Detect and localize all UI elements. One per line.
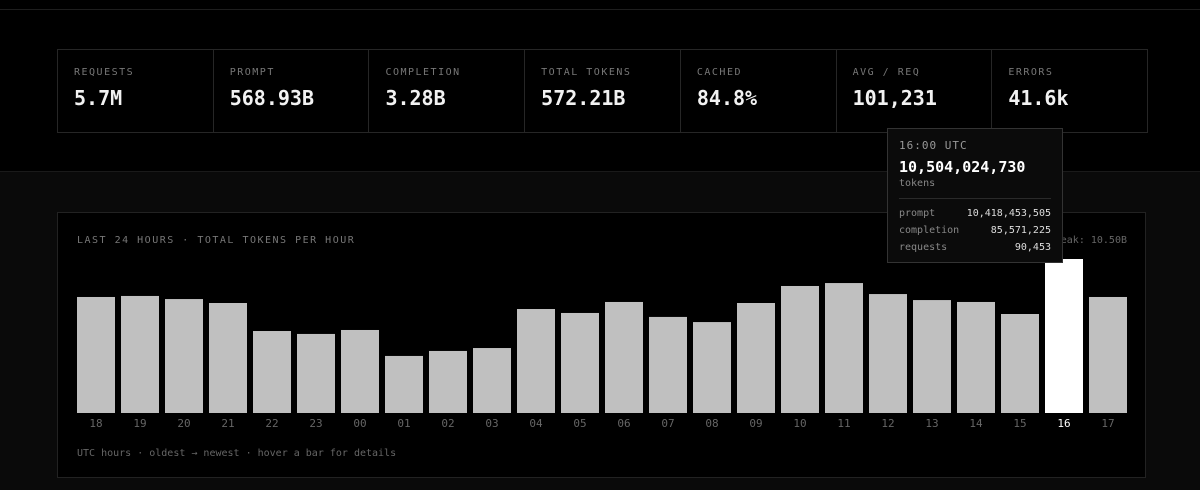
stat-value: 572.21B — [541, 86, 626, 110]
stat-label: CACHED — [696, 67, 742, 78]
stat-card: COMPLETION 3.28B — [369, 50, 526, 132]
stat-card: PROMPT 568.93B — [214, 50, 370, 132]
x-tick-label: 17 — [1101, 417, 1114, 430]
bar — [385, 355, 423, 413]
bar — [473, 348, 511, 413]
x-tick-label: 20 — [177, 417, 190, 430]
x-tick-label: 19 — [133, 417, 146, 430]
row-label: requests — [899, 242, 948, 253]
x-tick-label: 18 — [89, 417, 102, 430]
stat-card: AVG / REQ 101,231 — [837, 50, 993, 132]
stat-label: ERRORS — [1008, 67, 1054, 78]
stat-value: 41.6k — [1008, 86, 1069, 110]
x-tick-label: 05 — [573, 417, 586, 430]
tooltip-title: 16:00 UTC — [899, 139, 968, 152]
bar — [869, 294, 907, 413]
row-label: completion — [899, 225, 960, 236]
tooltip-unit: tokens — [899, 178, 1051, 199]
tooltip-total: 10,504,024,730 — [899, 158, 1026, 176]
bar — [957, 301, 995, 413]
bar — [781, 285, 819, 413]
divider — [0, 9, 1200, 10]
bar — [1089, 296, 1127, 413]
bar — [253, 331, 291, 413]
bar — [1001, 314, 1039, 413]
x-tick-label: 13 — [925, 417, 938, 430]
x-tick-label: 22 — [265, 417, 278, 430]
x-tick-label: 14 — [969, 417, 983, 430]
x-tick-label: 21 — [221, 417, 234, 430]
stat-label: TOTAL TOKENS — [541, 67, 632, 78]
bar — [693, 322, 731, 413]
bar — [737, 303, 775, 413]
bar — [121, 295, 159, 413]
bar — [429, 350, 467, 413]
stat-label: PROMPT — [229, 67, 275, 78]
stats-bar: REQUESTS 5.7M PROMPT 568.93B COMPLETION 3.28B… — [57, 49, 1148, 133]
tooltip-row: requests 90,453 — [899, 239, 1051, 256]
stat-value: 84.8% — [696, 86, 758, 110]
x-tick-label: 03 — [485, 417, 498, 430]
x-tick-label: 12 — [881, 417, 894, 430]
stat-card: ERRORS 41.6k — [992, 50, 1147, 132]
stat-card: REQUESTS 5.7M — [58, 50, 214, 132]
chart-footer: UTC hours · oldest → newest · hover a ba… — [77, 448, 396, 459]
x-tick-label: 06 — [617, 417, 630, 430]
x-tick-label: 01 — [397, 417, 410, 430]
x-tick-label: 15 — [1013, 417, 1026, 430]
stat-card: TOTAL TOKENS 572.21B — [525, 50, 681, 132]
peak-label: Peak: 10.50B — [1055, 235, 1127, 246]
stat-value: 5.7M — [74, 86, 123, 110]
chart-title: LAST 24 HOURS · TOTAL TOKENS PER HOUR — [77, 235, 355, 246]
x-tick-label: 10 — [793, 417, 806, 430]
stat-label: COMPLETION — [385, 67, 461, 78]
bar — [77, 296, 115, 413]
x-tick-label: 09 — [749, 417, 762, 430]
tooltip-rows: prompt 10,418,453,505 completion 85,571,225… — [899, 205, 1051, 256]
x-tick-label: 11 — [837, 417, 850, 430]
x-tick-label: 23 — [309, 417, 322, 430]
stat-value: 101,231 — [852, 86, 937, 110]
bar — [209, 303, 247, 413]
row-value: 85,571,225 — [990, 225, 1051, 236]
x-tick-label: 00 — [353, 417, 366, 430]
row-label: prompt — [899, 208, 936, 219]
tooltip: 16:00 UTC 10,504,024,730 tokens prompt 10… — [887, 128, 1063, 263]
stat-card: CACHED 84.8% — [681, 50, 837, 132]
tooltip-row: completion 85,571,225 — [899, 222, 1051, 239]
tooltip-row: prompt 10,418,453,505 — [899, 205, 1051, 222]
bar — [913, 300, 951, 413]
bar — [825, 283, 863, 413]
x-tick-label: 07 — [661, 417, 674, 430]
x-tick-label: 04 — [529, 417, 543, 430]
bar — [1045, 259, 1083, 413]
row-value: 90,453 — [1014, 242, 1051, 253]
x-tick-label: 08 — [705, 417, 718, 430]
stat-value: 3.28B — [385, 86, 446, 110]
bar — [341, 329, 379, 413]
bar — [517, 309, 555, 413]
x-tick-label: 16 — [1057, 417, 1070, 430]
x-tick-label: 02 — [441, 417, 454, 430]
stat-value: 568.93B — [229, 86, 315, 110]
bar — [649, 316, 687, 413]
bar — [297, 333, 335, 413]
row-value: 10,418,453,505 — [966, 208, 1051, 219]
bar — [605, 301, 643, 413]
bar — [561, 312, 599, 413]
bar — [165, 299, 203, 413]
stat-label: AVG / REQ — [852, 67, 921, 78]
stat-label: REQUESTS — [74, 67, 135, 78]
